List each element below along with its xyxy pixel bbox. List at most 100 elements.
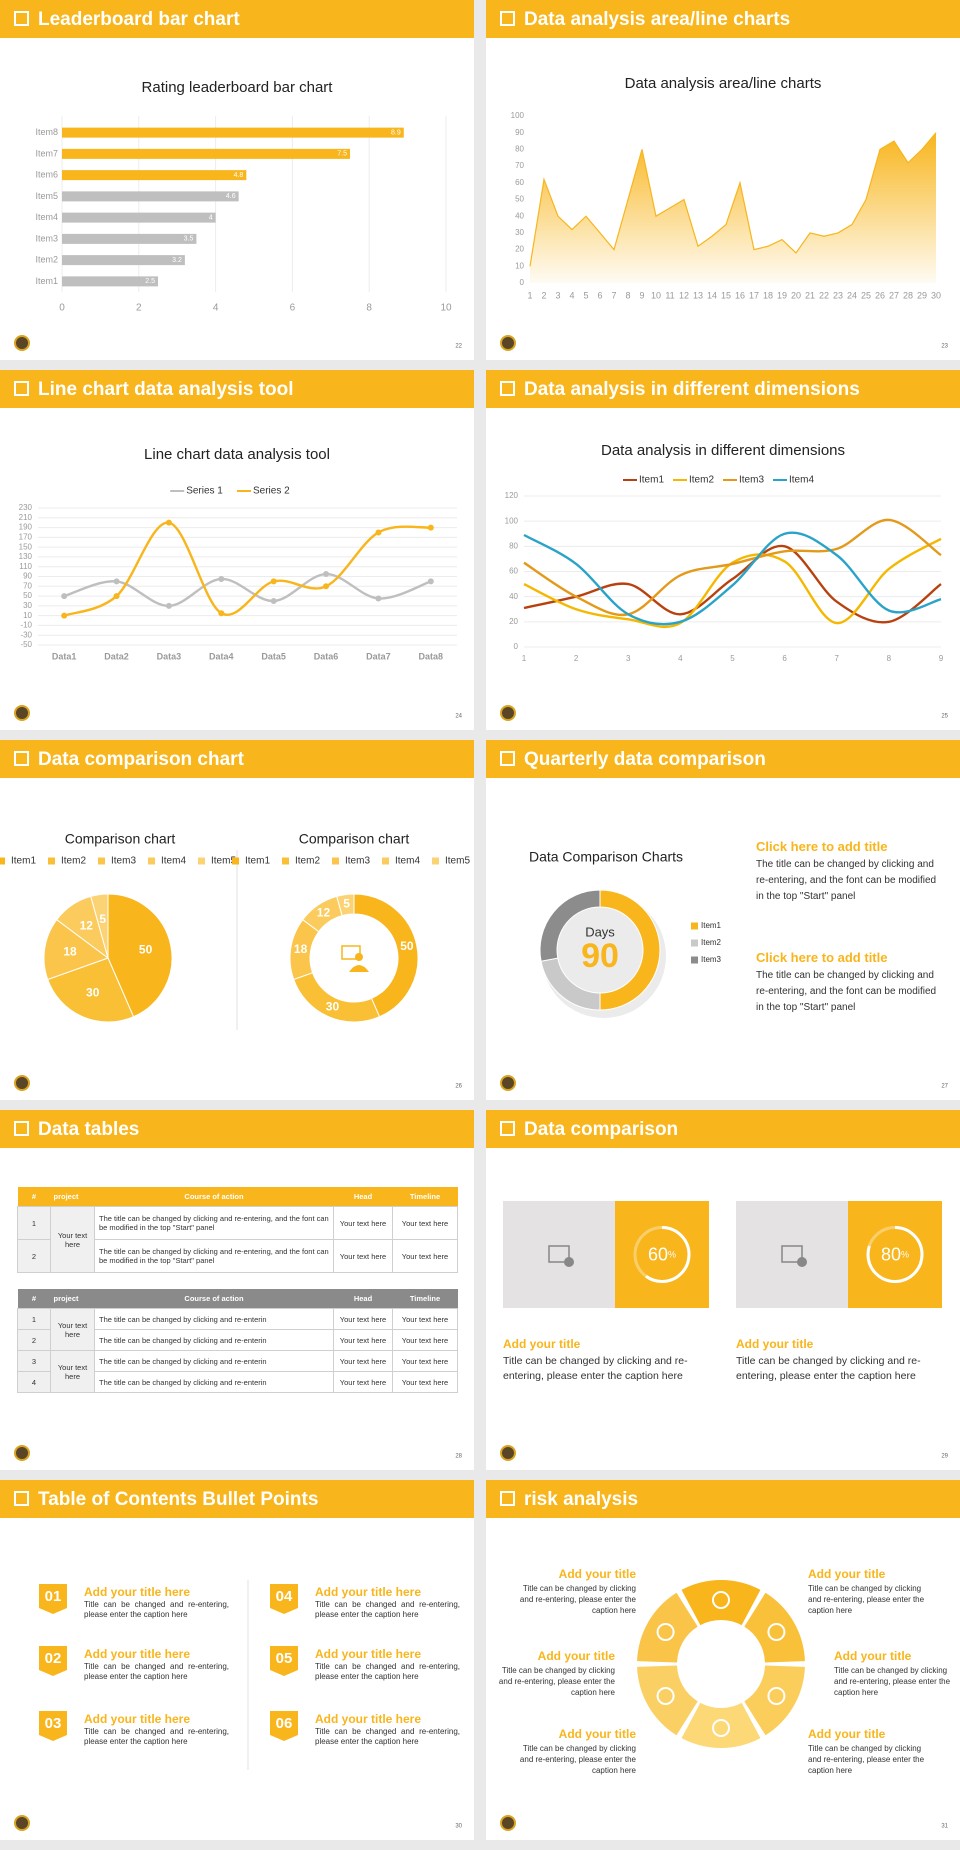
logo xyxy=(500,335,516,351)
ring-segment xyxy=(744,1592,805,1663)
item-title: Add your title xyxy=(834,1649,912,1663)
legend-label: Item2 xyxy=(701,938,722,947)
segment-icon xyxy=(712,1591,730,1609)
point xyxy=(323,583,330,590)
slide: Data comparison 29 60% 80% Add your title Tit… xyxy=(486,1110,960,1470)
x-tick-label: 17 xyxy=(749,290,759,300)
person-icon-body xyxy=(349,965,369,972)
x-tick-label: 5 xyxy=(730,654,735,663)
table-row: 2 The title can be changed by clicking an… xyxy=(17,1239,458,1273)
legend-label: Item3 xyxy=(111,856,136,867)
header-cell: Timeline xyxy=(409,1294,441,1303)
slice xyxy=(47,957,135,1023)
legend-swatch xyxy=(432,857,439,865)
x-tick-label: 18 xyxy=(763,290,773,300)
y-tick-label: 50 xyxy=(515,195,524,204)
cell: Your text here xyxy=(392,1371,458,1393)
y-tick-label: -30 xyxy=(20,630,32,639)
x-tick-label: Data6 xyxy=(314,651,339,661)
item-title: Add your title here xyxy=(315,1585,422,1599)
image-icon-plus xyxy=(797,1257,807,1267)
y-tick-label: 70 xyxy=(515,161,524,170)
legend-swatch xyxy=(691,956,698,964)
item-text: Title can be changed and re-entering, pl… xyxy=(315,1662,460,1681)
x-tick-label: 30 xyxy=(931,290,941,300)
x-tick-label: 13 xyxy=(693,290,703,300)
chart-title: Rating leaderboard bar chart xyxy=(142,79,334,96)
header-cell: Head xyxy=(353,1294,373,1303)
progress-unit: % xyxy=(668,1250,676,1260)
cell: The title can be changed by clicking and… xyxy=(94,1308,334,1330)
chart-title: Comparison chart xyxy=(65,831,176,847)
slide-canvas: Data tables 28 xyxy=(0,1110,474,1461)
slide: Data analysis in different dimensions 25 D… xyxy=(486,370,960,730)
segment-icon xyxy=(712,1719,730,1737)
y-tick-label: 0 xyxy=(514,642,519,651)
logo xyxy=(14,1075,30,1091)
slice xyxy=(293,972,381,1023)
cell: The title can be changed by clicking and… xyxy=(94,1371,334,1393)
series-line xyxy=(523,531,942,626)
legend-swatch xyxy=(382,857,389,865)
header-checkbox xyxy=(500,11,515,26)
segment-icon xyxy=(656,1687,675,1705)
legend-label: Item4 xyxy=(395,856,420,867)
x-tick-label: 2 xyxy=(541,290,546,300)
slide-title: Data analysis in different dimensions xyxy=(524,379,860,400)
center-label: Days xyxy=(585,924,615,939)
data-label: 18 xyxy=(63,944,77,958)
header-bar xyxy=(486,740,960,778)
legend-label: Item1 xyxy=(245,856,270,867)
bar xyxy=(62,233,197,244)
legend-swatch xyxy=(282,857,289,865)
bar xyxy=(62,127,404,138)
slide: Leaderboard bar chart 22 Rating leaderboar… xyxy=(0,0,474,360)
x-tick-label: Data4 xyxy=(209,651,234,661)
segment-icon xyxy=(656,1623,675,1641)
point xyxy=(165,602,172,609)
bar xyxy=(62,212,216,223)
data-label: 12 xyxy=(317,906,331,920)
x-tick-label: Data2 xyxy=(104,651,129,661)
item-number: 03 xyxy=(45,1715,62,1732)
slide-title: Data analysis area/line charts xyxy=(524,9,790,30)
point xyxy=(323,571,330,578)
cell: 1 xyxy=(17,1206,51,1240)
logo xyxy=(500,705,516,721)
x-tick-label: 10 xyxy=(651,290,661,300)
legend-swatch xyxy=(198,857,205,865)
legend-label: Item5 xyxy=(211,856,236,867)
cell: Your text here xyxy=(333,1329,393,1351)
cell: Your text here xyxy=(392,1239,458,1273)
image-icon-plus xyxy=(564,1257,574,1267)
page-number: 31 xyxy=(941,1824,948,1830)
legend-label: Item1 xyxy=(639,475,664,486)
project-cell: Your text here xyxy=(50,1308,95,1351)
y-tick-label: 10 xyxy=(23,611,32,620)
category-label: Item6 xyxy=(35,170,58,180)
x-tick-label: 9 xyxy=(939,654,944,663)
point xyxy=(61,612,68,619)
cell: Your text here xyxy=(333,1350,393,1372)
legend-swatch xyxy=(332,857,339,865)
x-tick-label: 7 xyxy=(611,290,616,300)
slide-title: Quarterly data comparison xyxy=(524,749,766,770)
item-text: Title can be changed by clicking and re-… xyxy=(498,1666,615,1697)
slide-canvas: Leaderboard bar chart 22 Rating leaderboar… xyxy=(0,0,474,351)
legend-label: Item1 xyxy=(701,921,722,930)
project-cell: Your text here xyxy=(50,1206,95,1273)
y-tick-label: 30 xyxy=(515,228,524,237)
chart-title: Comparison chart xyxy=(299,831,410,847)
header-bar xyxy=(0,1110,474,1148)
slice xyxy=(353,893,419,1018)
legend-swatch xyxy=(232,857,239,865)
cell: The title can be changed by clicking and… xyxy=(94,1239,334,1273)
header-row: # project Course of action Head Timeline xyxy=(17,1289,458,1309)
x-tick-label: 19 xyxy=(777,290,787,300)
progress-text: 80% xyxy=(881,1244,909,1264)
table-row: 1 Your text here The title can be changed … xyxy=(17,1308,458,1351)
item-text: Title can be changed and re-entering, pl… xyxy=(84,1662,229,1681)
legend-label: Item3 xyxy=(739,475,764,486)
cell: The title can be changed by clicking and… xyxy=(94,1350,334,1372)
